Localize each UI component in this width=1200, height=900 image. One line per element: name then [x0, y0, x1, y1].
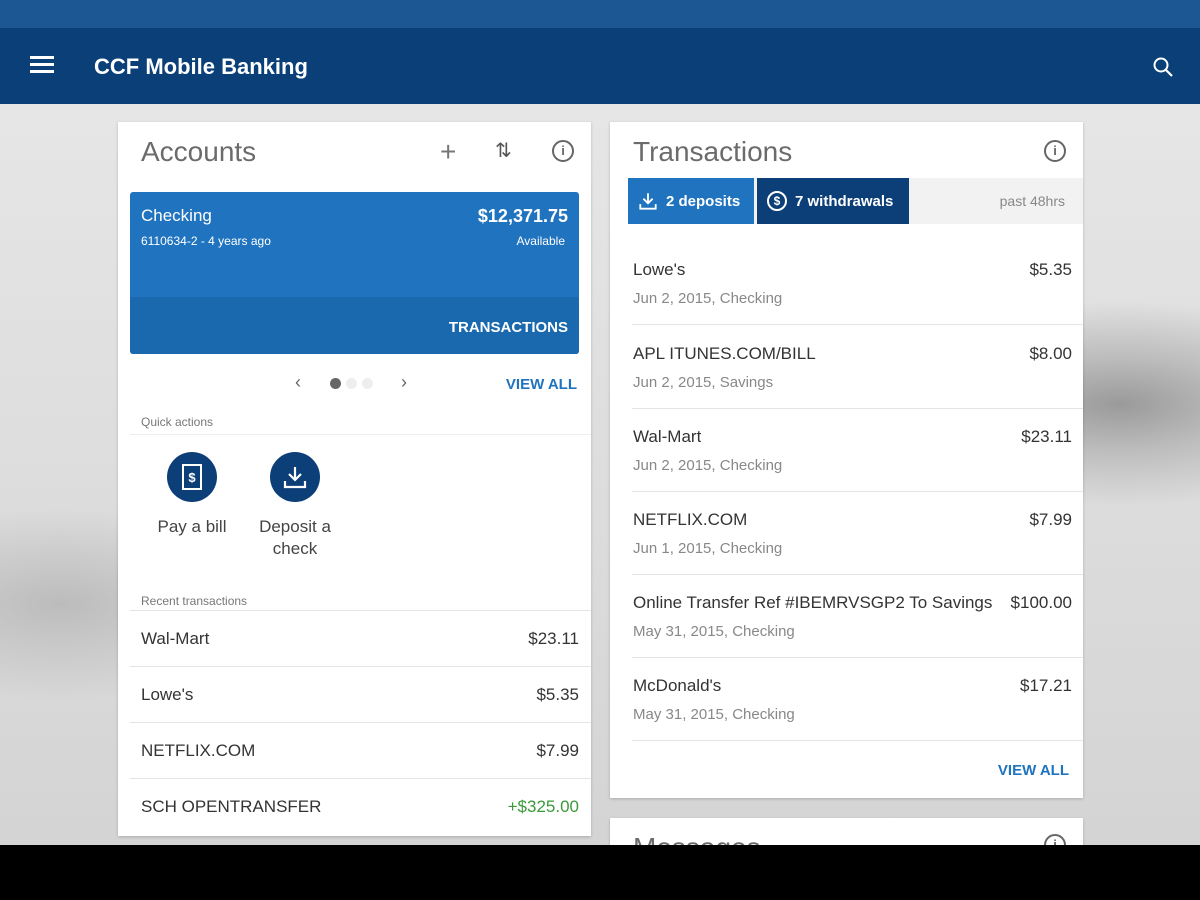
- transaction-name: Wal-Mart: [141, 629, 210, 648]
- transaction-amount: $7.99: [1029, 510, 1072, 529]
- transaction-row[interactable]: Lowe's Jun 2, 2015, Checking $5.35: [632, 242, 1083, 325]
- status-bar: [0, 0, 1200, 28]
- info-icon[interactable]: i: [1044, 140, 1066, 162]
- next-account-chevron-icon[interactable]: ›: [401, 372, 407, 392]
- deposit-check-label: Deposit a check: [259, 517, 331, 558]
- transaction-row[interactable]: Online Transfer Ref #IBEMRVSGP2 To Savin…: [632, 575, 1083, 658]
- period-label: past 48hrs: [999, 193, 1065, 209]
- deposit-check-action[interactable]: Deposit a check: [240, 452, 350, 560]
- deposit-icon: [639, 193, 657, 210]
- pager-dot[interactable]: [362, 378, 373, 389]
- transaction-name: Wal-Mart: [633, 427, 702, 446]
- svg-text:$: $: [188, 470, 196, 485]
- account-tile-checking[interactable]: Checking 6110634-2 - 4 years ago $12,371…: [130, 192, 579, 354]
- recent-transaction-row[interactable]: Lowe's $5.35: [130, 666, 591, 722]
- transaction-amount: $5.35: [1029, 260, 1072, 279]
- withdrawals-label: 7 withdrawals: [795, 192, 894, 210]
- transaction-amount: $100.00: [1010, 593, 1072, 612]
- transaction-amount: $8.00: [1029, 344, 1072, 363]
- balance-label: Available: [516, 234, 565, 248]
- pay-bill-label: Pay a bill: [157, 517, 227, 536]
- recent-transaction-row[interactable]: Wal-Mart $23.11: [130, 610, 591, 666]
- transaction-date: Jun 2, 2015, Savings: [633, 374, 774, 391]
- transaction-row[interactable]: Wal-Mart Jun 2, 2015, Checking $23.11: [632, 409, 1083, 492]
- hamburger-menu-icon[interactable]: [30, 56, 54, 74]
- pager-dot-active[interactable]: [330, 378, 341, 389]
- account-number: 6110634-2 - 4 years ago: [141, 234, 271, 248]
- transaction-row[interactable]: NETFLIX.COM Jun 1, 2015, Checking $7.99: [632, 492, 1083, 575]
- transaction-date: Jun 2, 2015, Checking: [633, 457, 783, 474]
- transaction-name: Online Transfer Ref #IBEMRVSGP2 To Savin…: [633, 593, 993, 612]
- transactions-title: Transactions: [633, 136, 793, 167]
- app-bar: CCF Mobile Banking: [0, 28, 1200, 104]
- add-account-icon[interactable]: +: [440, 136, 457, 167]
- pay-bill-action[interactable]: $ Pay a bill: [137, 452, 247, 538]
- transaction-date: Jun 1, 2015, Checking: [633, 540, 783, 557]
- transaction-date: May 31, 2015, Checking: [633, 623, 795, 640]
- recent-transaction-row[interactable]: NETFLIX.COM $7.99: [130, 722, 591, 778]
- transaction-name: Lowe's: [633, 260, 686, 279]
- deposits-filter-button[interactable]: 2 deposits: [628, 178, 754, 224]
- deposits-label: 2 deposits: [666, 192, 741, 210]
- recent-transaction-row[interactable]: SCH OPENTRANSFER +$325.00: [130, 778, 591, 834]
- transactions-card: Transactions i 2 deposits $ 7 withdrawal…: [610, 122, 1083, 798]
- transaction-name: NETFLIX.COM: [141, 741, 256, 760]
- transaction-name: SCH OPENTRANSFER: [141, 797, 322, 816]
- deposit-icon: [270, 452, 320, 502]
- transactions-view-all-link[interactable]: VIEW ALL: [997, 762, 1069, 779]
- transaction-row[interactable]: APL ITUNES.COM/BILL Jun 2, 2015, Savings $…: [632, 326, 1083, 409]
- info-icon[interactable]: i: [552, 140, 574, 162]
- account-name: Checking: [141, 206, 212, 225]
- pager-dots: [330, 378, 373, 389]
- recent-transactions-label: Recent transactions: [141, 594, 248, 608]
- transaction-date: Jun 2, 2015, Checking: [633, 290, 783, 307]
- transaction-name: Lowe's: [141, 685, 194, 704]
- account-transactions-button[interactable]: TRANSACTIONS: [448, 319, 568, 336]
- transaction-amount: $7.99: [536, 741, 579, 760]
- accounts-title: Accounts: [141, 136, 257, 167]
- transaction-amount: +$325.00: [507, 797, 579, 816]
- navigation-bar: [0, 845, 1200, 900]
- dollar-circle-icon: $: [767, 191, 787, 211]
- account-balance: $12,371.75: [477, 206, 568, 226]
- transaction-amount: $5.35: [536, 685, 579, 704]
- accounts-view-all-link[interactable]: VIEW ALL: [505, 376, 577, 393]
- transaction-date: May 31, 2015, Checking: [633, 706, 795, 723]
- transaction-amount: $17.21: [1020, 676, 1072, 695]
- transaction-name: McDonald's: [633, 676, 722, 695]
- withdrawals-filter-button[interactable]: $ 7 withdrawals: [757, 178, 909, 224]
- search-icon[interactable]: [1152, 56, 1174, 78]
- reorder-icon[interactable]: ⇅: [495, 140, 512, 162]
- quick-actions-label: Quick actions: [141, 415, 214, 429]
- transaction-name: NETFLIX.COM: [633, 510, 748, 529]
- transaction-filter-bar: 2 deposits $ 7 withdrawals past 48hrs: [628, 178, 1083, 224]
- prev-account-chevron-icon[interactable]: ‹: [295, 372, 301, 392]
- transaction-amount: $23.11: [528, 629, 579, 648]
- transaction-row[interactable]: McDonald's May 31, 2015, Checking $17.21: [632, 658, 1083, 741]
- app-title: CCF Mobile Banking: [94, 54, 308, 79]
- bill-icon: $: [167, 452, 217, 502]
- accounts-card: Accounts + ⇅ i Checking 6110634-2 - 4 ye…: [118, 122, 591, 836]
- pager-dot[interactable]: [346, 378, 357, 389]
- transaction-amount: $23.11: [1021, 427, 1072, 446]
- transaction-name: APL ITUNES.COM/BILL: [633, 344, 816, 363]
